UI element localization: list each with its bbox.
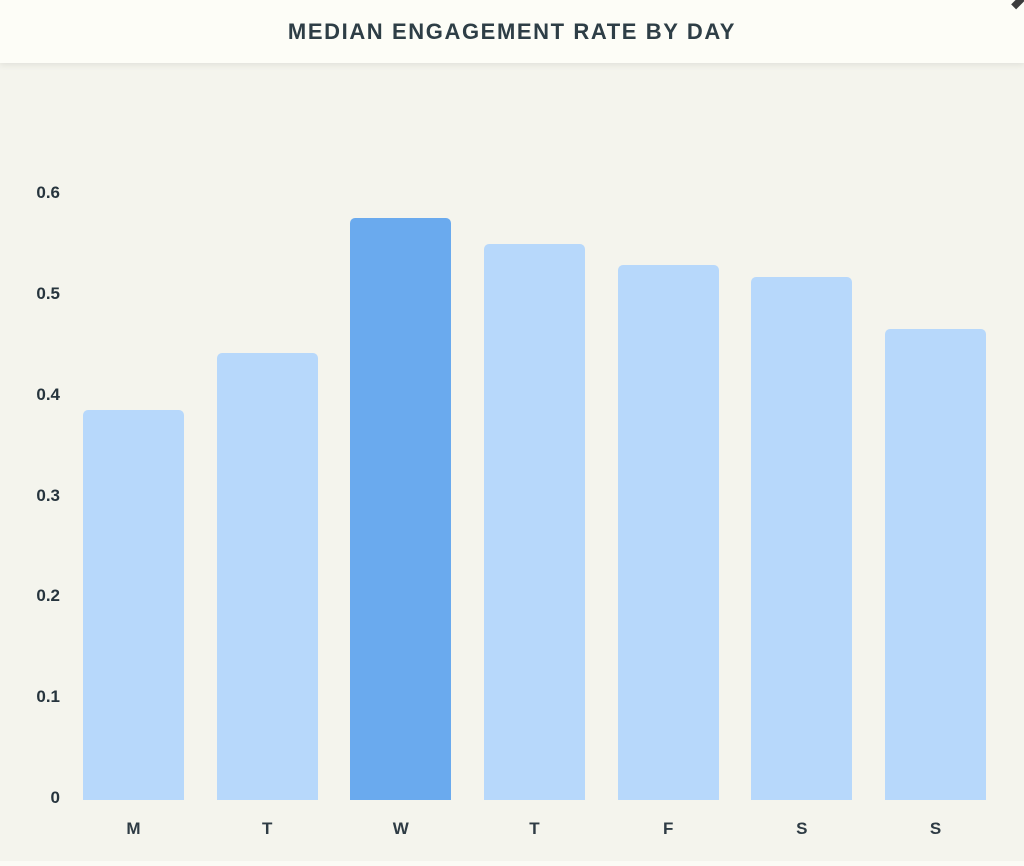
bar-sat[interactable] [751, 276, 853, 800]
x-label-sat: S [796, 819, 808, 838]
x-label-tue: T [261, 819, 273, 838]
engagement-bar-chart: 0 0.1 0.2 0.3 0.4 0.5 0.6 M T W T F S S [0, 63, 1024, 866]
x-label-wed: W [392, 819, 409, 838]
chart-header: MEDIAN ENGAGEMENT RATE BY DAY [0, 0, 1024, 63]
bar-fri[interactable] [617, 264, 719, 800]
x-label-fri: F [662, 819, 674, 838]
bar-thu[interactable] [484, 243, 585, 800]
bar-sun[interactable] [885, 329, 987, 800]
bar-tue[interactable] [216, 353, 318, 800]
bottom-edge-divider [0, 861, 1024, 866]
x-label-thu: T [529, 819, 540, 838]
y-tick-label-0.3: 0.3 [36, 485, 60, 505]
y-tick-label-0.2: 0.2 [36, 586, 60, 606]
x-label-sun: S [929, 819, 942, 838]
chart-title: MEDIAN ENGAGEMENT RATE BY DAY [287, 18, 737, 44]
y-tick-label-0.5: 0.5 [36, 284, 60, 303]
bar-mon[interactable] [83, 409, 184, 800]
y-tick-label-0: 0 [50, 788, 60, 807]
y-tick-label-0.4: 0.4 [36, 384, 60, 404]
x-label-mon: M [126, 819, 141, 838]
bar-wed[interactable] [350, 218, 452, 800]
y-tick-label-0.6: 0.6 [36, 183, 60, 203]
y-tick-label-0.1: 0.1 [36, 687, 60, 707]
